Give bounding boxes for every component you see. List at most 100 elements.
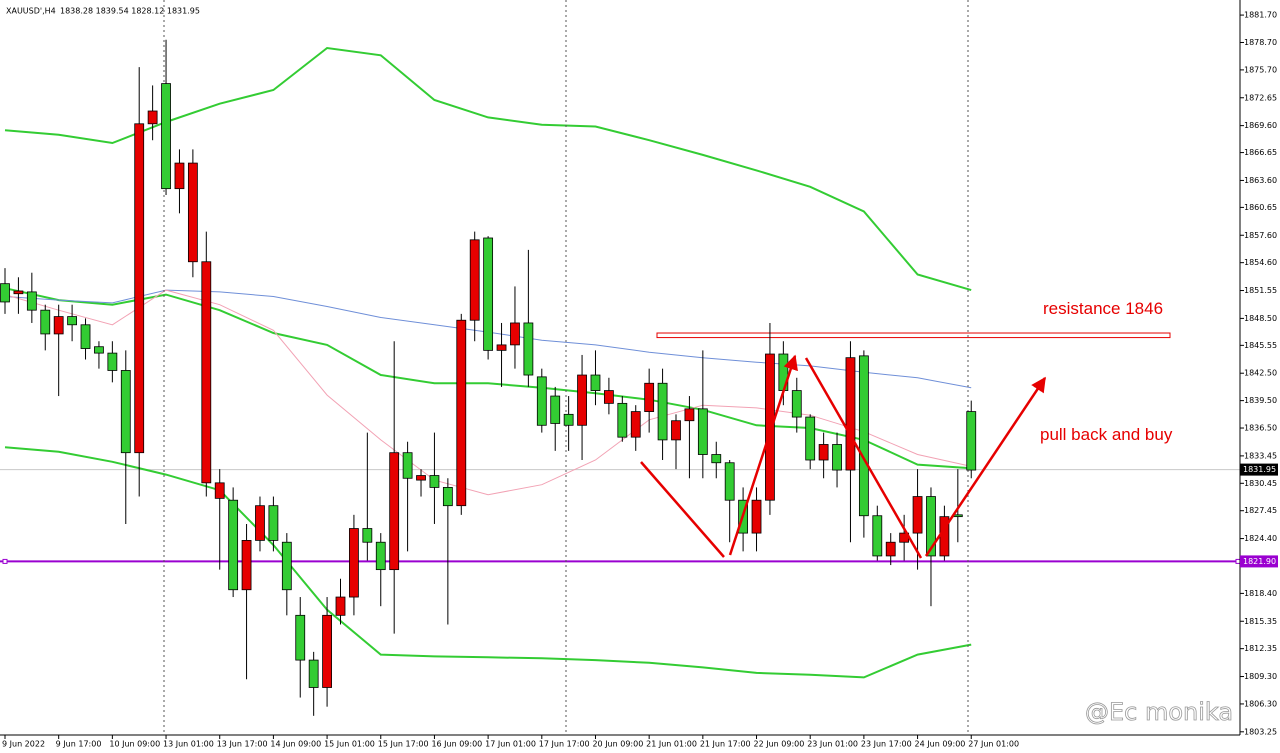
y-tick-label: 1875.70 — [1244, 65, 1277, 74]
x-tick-label: 24 Jun 09:00 — [915, 740, 966, 749]
symbol: XAUUSD',H4 — [6, 7, 56, 16]
candle-body — [322, 614, 332, 688]
y-tick-label: 1833.45 — [1244, 451, 1277, 460]
y-tick-label: 1881.70 — [1244, 11, 1277, 20]
candle-body — [590, 374, 601, 391]
arrow — [640, 461, 725, 558]
x-tick-label: 13 Jun 17:00 — [217, 740, 268, 749]
candle-body — [241, 540, 252, 591]
candle-body — [228, 499, 239, 591]
candle-body — [469, 239, 480, 321]
price-tag-label: 1821.90 — [1243, 557, 1276, 566]
candle-body — [53, 316, 64, 335]
arrow — [924, 376, 1047, 557]
y-tick-label: 1842.50 — [1244, 369, 1277, 378]
candle-body — [0, 283, 10, 303]
x-tick-label: 17 Jun 01:00 — [485, 740, 536, 749]
candle-body — [26, 291, 37, 311]
candle-body — [187, 162, 198, 263]
x-tick-label: 27 Jun 01:00 — [968, 740, 1019, 749]
line-anchor — [2, 558, 8, 564]
y-tick-label: 1806.30 — [1244, 699, 1277, 708]
arrow — [728, 354, 798, 556]
x-tick-label: 22 Jun 09:00 — [754, 740, 805, 749]
y-tick-label: 1839.50 — [1244, 396, 1277, 405]
candle-body — [402, 452, 413, 479]
candle-body — [912, 496, 923, 534]
y-tick-label: 1824.40 — [1244, 534, 1277, 543]
arrow — [804, 357, 923, 559]
candle-body — [832, 444, 842, 471]
y-tick-label: 1866.65 — [1244, 148, 1277, 157]
candle-body — [120, 370, 131, 454]
candle-body — [684, 408, 695, 422]
candle-body — [268, 505, 279, 541]
y-tick-label: 1851.55 — [1244, 286, 1277, 295]
y-tick-label: 1854.60 — [1244, 258, 1277, 267]
y-tick-label: 1878.70 — [1244, 38, 1277, 47]
y-tick-label: 1845.55 — [1244, 341, 1277, 350]
y-tick-label: 1803.25 — [1244, 727, 1277, 736]
candle-body — [134, 123, 145, 454]
candle-body — [536, 376, 547, 426]
candle-body — [510, 322, 520, 346]
candle-body — [161, 83, 171, 190]
candle-body — [94, 346, 104, 354]
x-tick-label: 9 Jun 2022 — [2, 740, 45, 749]
candle-body — [80, 324, 91, 349]
candle-body — [389, 452, 400, 571]
candle-body — [845, 357, 856, 471]
x-tick-label: 21 Jun 01:00 — [646, 740, 697, 749]
annotation: resistance 1846 — [1043, 299, 1163, 318]
candle-body — [711, 454, 722, 464]
y-tick-label: 1809.30 — [1244, 672, 1277, 681]
indicator-line — [4, 446, 972, 679]
x-tick-label: 10 Jun 09:00 — [109, 740, 160, 749]
candle-body — [362, 528, 373, 543]
y-tick-label: 1863.60 — [1244, 176, 1277, 185]
candle-body — [885, 541, 896, 557]
candle-body — [926, 496, 936, 557]
candle-body — [255, 505, 265, 541]
candle-body — [872, 515, 883, 557]
candle-body — [107, 352, 118, 371]
y-tick-label: 1818.40 — [1244, 589, 1277, 598]
candle-body — [147, 110, 158, 125]
candle-body — [724, 462, 735, 501]
candle-body — [174, 162, 185, 190]
candle-body — [765, 353, 775, 501]
candle-body — [966, 411, 977, 471]
candle-body — [644, 382, 655, 412]
candle-body — [375, 541, 386, 571]
x-tick-label: 17 Jun 17:00 — [539, 740, 590, 749]
candle-body — [791, 390, 802, 418]
ohlc-info: 1838.28 1839.54 1828.12 1831.95 — [60, 7, 200, 16]
y-tick-label: 1857.60 — [1244, 231, 1277, 240]
y-tick-label: 1830.45 — [1244, 479, 1277, 488]
candle-body — [550, 395, 561, 424]
candle-body — [214, 482, 225, 499]
candle-body — [281, 541, 292, 591]
price-tag — [1240, 463, 1278, 476]
arrows — [640, 354, 1047, 559]
annotation: pull back and buy — [1040, 425, 1173, 444]
candle-body — [630, 411, 641, 438]
candle-body — [523, 322, 534, 376]
y-tick-label: 1815.35 — [1244, 617, 1277, 626]
x-tick-label: 20 Jun 09:00 — [592, 740, 643, 749]
candle-body — [604, 390, 614, 404]
candle-body — [67, 316, 77, 326]
candle-body — [805, 416, 816, 461]
y-tick-label: 1827.45 — [1244, 506, 1277, 515]
candle-body — [429, 475, 440, 488]
candle-body — [818, 444, 829, 461]
x-tick-label: 15 Jun 01:00 — [324, 740, 375, 749]
candle-body — [416, 475, 426, 481]
candle-body — [40, 309, 51, 335]
candle-body — [483, 237, 494, 351]
candle-body — [13, 290, 24, 295]
x-tick-label: 15 Jun 17:00 — [378, 740, 429, 749]
candle-body — [201, 261, 212, 484]
